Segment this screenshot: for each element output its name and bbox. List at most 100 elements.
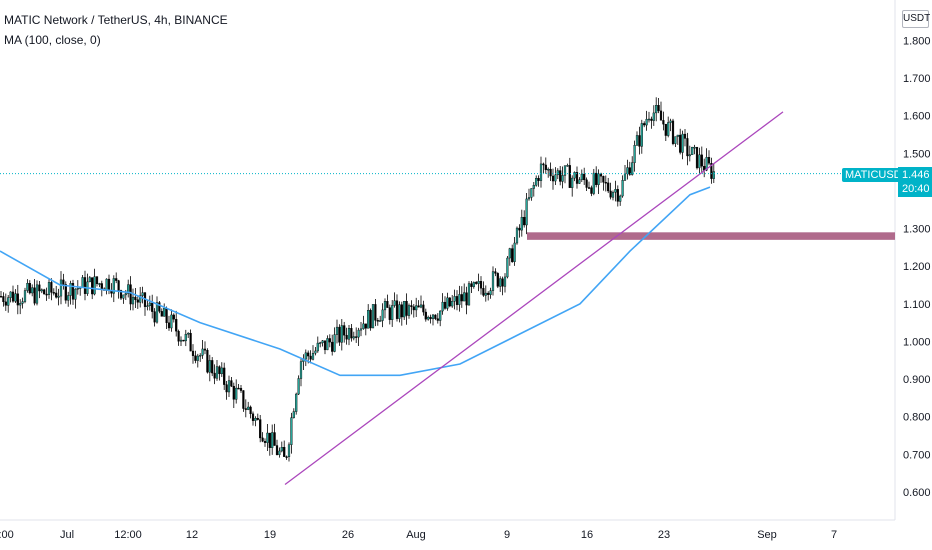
candle-body xyxy=(26,283,29,291)
candle-body xyxy=(131,296,135,305)
time-tick-label: 19 xyxy=(264,529,276,541)
candle-body xyxy=(100,283,103,290)
candle-body xyxy=(52,292,55,294)
candle-body xyxy=(268,432,271,448)
candle-body xyxy=(407,305,411,316)
candle-body xyxy=(364,323,367,329)
time-tick-label: 7 xyxy=(831,529,837,541)
time-axis-labels[interactable]: 12:00 Jul 12:00 12 19 26 Aug 9 16 23 Sep 7 xyxy=(0,529,837,541)
candle-body xyxy=(355,336,358,338)
ma-legend[interactable]: MA (100, close, 0) xyxy=(4,33,101,47)
candle-body xyxy=(383,301,387,311)
candle-body xyxy=(518,227,521,231)
price-tick-label: 1.500 xyxy=(903,148,931,160)
chart-title[interactable]: MATIC Network / TetherUS, 4h, BINANCE xyxy=(4,13,228,27)
candle-body xyxy=(645,118,648,126)
candle-body xyxy=(184,333,187,342)
candle-body xyxy=(19,303,22,306)
candle-body xyxy=(511,248,514,262)
candle-body xyxy=(671,120,675,144)
candle-body xyxy=(38,284,41,292)
candle-body xyxy=(263,441,267,443)
candle-body xyxy=(650,118,653,121)
candle-body xyxy=(424,311,427,320)
candle-body xyxy=(95,276,99,285)
candle-body xyxy=(139,295,142,303)
candle-body xyxy=(523,216,526,226)
candle-body xyxy=(40,289,43,292)
candle-body xyxy=(338,326,341,343)
time-tick-label: Aug xyxy=(406,529,426,541)
candle-body xyxy=(91,277,94,295)
candle-body xyxy=(71,283,75,300)
candle-body xyxy=(458,294,461,305)
candle-body xyxy=(599,173,603,177)
candle-body xyxy=(626,167,629,175)
candle-body xyxy=(508,248,511,259)
candle-body xyxy=(638,135,641,147)
candle-body xyxy=(427,316,430,320)
candle-body xyxy=(230,380,233,387)
candle-body xyxy=(501,278,504,287)
candle-body xyxy=(7,297,10,306)
candle-body xyxy=(592,172,595,194)
candle-body xyxy=(559,170,562,182)
candle-body xyxy=(261,437,264,442)
candle-body xyxy=(587,187,591,189)
candle-body xyxy=(254,418,257,421)
candle-body xyxy=(400,304,403,318)
candle-body xyxy=(371,304,375,329)
price-tick-label: 0.800 xyxy=(903,412,931,424)
candle-body xyxy=(153,311,156,323)
currency-unit-badge[interactable]: USDT xyxy=(902,10,930,28)
candle-body xyxy=(410,305,413,307)
candle-body xyxy=(345,334,348,340)
candle-body xyxy=(453,296,456,302)
price-tick-label: 1.100 xyxy=(903,299,931,311)
time-tick-label: 9 xyxy=(504,529,510,541)
candle-body xyxy=(163,308,166,317)
candle-body xyxy=(575,172,579,184)
candle-body xyxy=(554,174,557,182)
candle-body xyxy=(172,314,175,320)
time-tick-label: 12 xyxy=(186,529,198,541)
candle-body xyxy=(292,411,295,418)
candle-body xyxy=(479,281,483,289)
candle-body xyxy=(194,355,197,361)
candle-body xyxy=(50,282,53,293)
candle-body xyxy=(688,154,691,157)
candle-body xyxy=(280,447,283,452)
candle-body xyxy=(55,292,58,298)
candle-body xyxy=(256,418,259,420)
candle-body xyxy=(335,326,339,335)
candle-body xyxy=(633,145,636,163)
candle-body xyxy=(175,319,178,332)
candle-body xyxy=(179,339,183,342)
candle-body xyxy=(623,173,627,181)
candle-body xyxy=(201,348,204,356)
candle-body xyxy=(506,257,509,278)
candle-body xyxy=(602,175,605,183)
candle-body xyxy=(314,350,317,354)
candle-body xyxy=(573,172,576,179)
candle-body xyxy=(496,273,499,287)
candle-body xyxy=(287,444,291,458)
candle-body xyxy=(148,302,151,307)
candle-body xyxy=(611,192,615,198)
candle-body xyxy=(583,173,586,181)
candle-body xyxy=(14,293,17,302)
ma-line xyxy=(0,186,711,377)
candle-body xyxy=(74,288,77,300)
candle-body xyxy=(220,367,223,375)
price-axis-labels[interactable]: 1.800 1.700 1.600 1.500 1.300 1.200 1.100 1.000… xyxy=(903,35,931,499)
price-tick-label: 1.300 xyxy=(903,224,931,236)
time-tick-label: Sep xyxy=(757,529,777,541)
candle-body xyxy=(208,360,211,373)
candle-body xyxy=(127,284,130,294)
candle-body xyxy=(9,291,12,298)
candle-body xyxy=(307,352,310,357)
candle-body xyxy=(446,297,449,309)
candle-body xyxy=(455,296,459,305)
candle-body xyxy=(225,384,228,393)
